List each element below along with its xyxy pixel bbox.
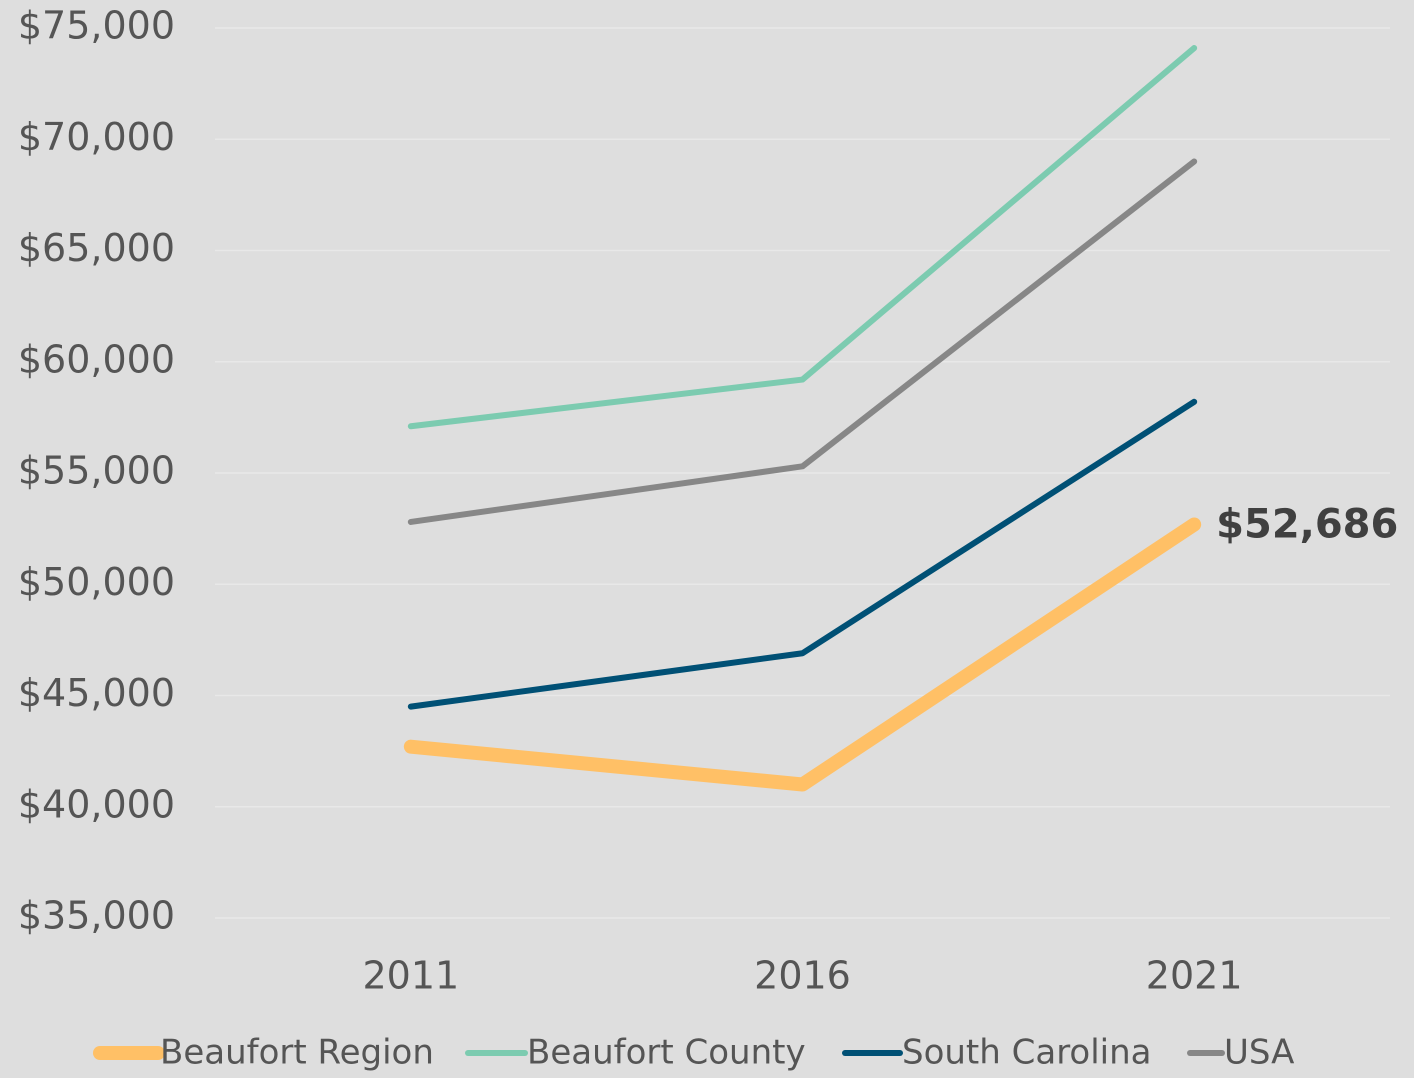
series-line [407,45,1198,430]
y-tick-label: $55,000 [18,449,175,493]
legend-label: South Carolina [902,1033,1152,1073]
series-line [407,158,1198,525]
x-tick-label: 2021 [1146,954,1243,998]
data-label: $52,686 [1216,501,1398,547]
legend-label: USA [1224,1033,1294,1073]
x-tick-label: 2016 [754,954,851,998]
y-tick-label: $60,000 [18,337,175,381]
y-tick-label: $75,000 [18,4,175,48]
y-tick-label: $45,000 [18,671,175,715]
y-tick-label: $35,000 [18,894,175,938]
y-tick-label: $70,000 [18,115,175,159]
legend-label: Beaufort County [527,1033,806,1073]
y-tick-label: $40,000 [18,782,175,826]
y-tick-label: $65,000 [18,226,175,270]
y-tick-label: $50,000 [18,560,175,604]
series-line [407,398,1198,710]
x-tick-label: 2011 [362,954,459,998]
series-line [403,517,1202,792]
legend-label: Beaufort Region [160,1033,434,1073]
